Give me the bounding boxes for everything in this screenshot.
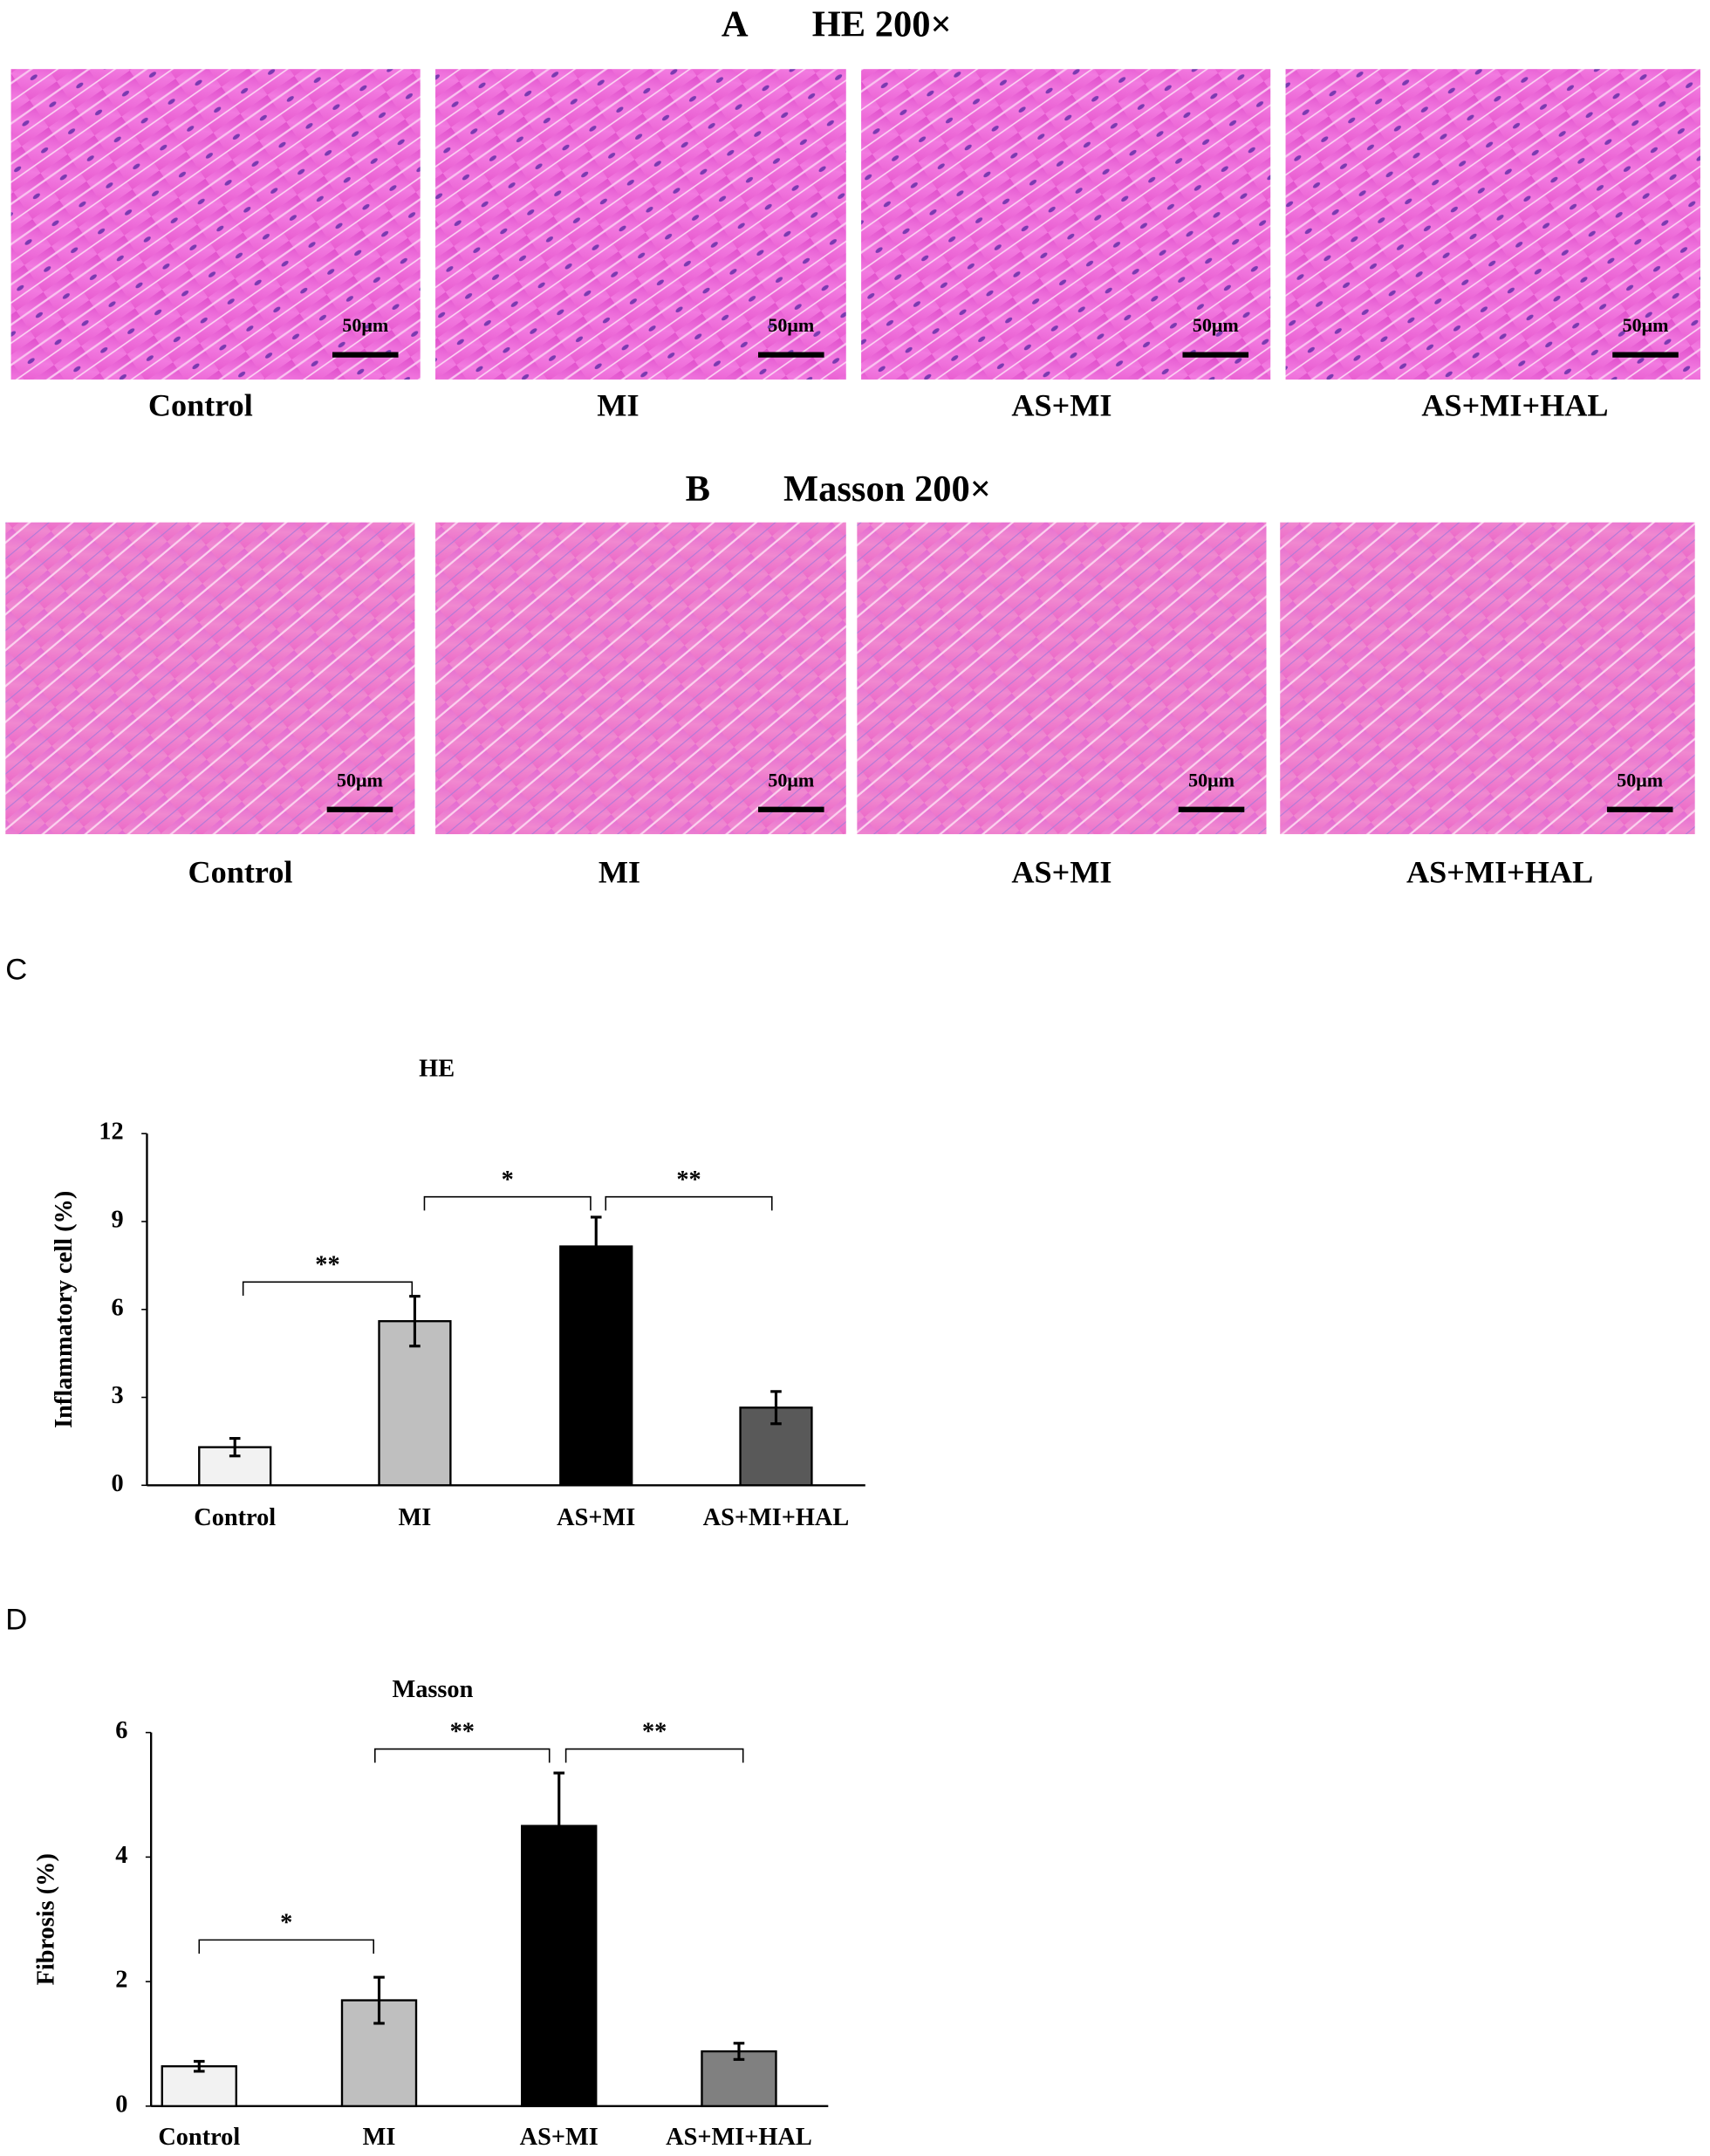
image-label: MI — [598, 855, 640, 890]
significance-label: ** — [315, 1251, 339, 1278]
panel-label: C — [5, 954, 27, 987]
significance-label: ** — [642, 1719, 667, 1746]
significance-label: ** — [676, 1167, 701, 1194]
x-tick-label: AS+MI — [557, 1504, 635, 1531]
bar — [378, 1320, 452, 1487]
micrograph — [857, 522, 1267, 835]
y-tick-label: 2 — [115, 1967, 127, 1994]
scale-bar-label: 50μm — [768, 769, 814, 791]
scale-bar-label: 50μm — [1188, 769, 1235, 791]
significance-bracket — [242, 1281, 414, 1297]
micrograph — [435, 69, 846, 380]
panel-label: D — [5, 1603, 27, 1636]
y-axis-label: Inflammatory cell (%) — [51, 1191, 78, 1428]
micrograph — [435, 522, 846, 835]
scale-bar-label: 50μm — [1617, 769, 1663, 791]
x-tick-label: AS+MI — [520, 2124, 598, 2151]
y-axis-label: Fibrosis (%) — [33, 1853, 60, 1985]
panel-title: HE 200× — [812, 4, 952, 45]
scale-bar-label: 50μm — [342, 314, 388, 336]
significance-bracket — [564, 1748, 744, 1763]
x-tick-label: MI — [399, 1504, 432, 1531]
chart-title: HE — [419, 1055, 455, 1082]
image-label: AS+MI — [1011, 855, 1112, 890]
x-tick-label: MI — [363, 2124, 396, 2151]
image-label: AS+MI+HAL — [1406, 855, 1593, 890]
y-tick-label: 0 — [112, 1470, 124, 1497]
image-label: AS+MI — [1011, 387, 1112, 422]
x-tick-label: Control — [158, 2124, 240, 2151]
image-label: AS+MI+HAL — [1421, 387, 1608, 422]
scale-bar-label: 50μm — [768, 314, 814, 336]
significance-label: * — [280, 1910, 292, 1937]
bar — [739, 1407, 813, 1487]
significance-bracket — [423, 1195, 592, 1211]
panel-label: B — [686, 469, 710, 510]
chart-title: Masson — [392, 1676, 473, 1703]
x-tick-label: Control — [194, 1504, 276, 1531]
image-label: Control — [188, 855, 293, 890]
bar — [161, 2065, 237, 2108]
significance-label: ** — [450, 1719, 475, 1746]
panel-label: A — [722, 4, 749, 45]
significance-label: * — [502, 1167, 514, 1194]
bar — [559, 1245, 633, 1487]
significance-bracket — [605, 1195, 773, 1211]
y-tick-label: 3 — [112, 1382, 124, 1409]
y-tick-label: 0 — [115, 2091, 127, 2118]
micrograph — [5, 522, 415, 835]
y-tick-label: 12 — [99, 1119, 123, 1146]
y-tick-label: 9 — [112, 1207, 124, 1234]
scale-bar-label: 50μm — [1193, 314, 1239, 336]
micrograph — [10, 69, 421, 380]
significance-bracket — [198, 1939, 374, 1954]
x-tick-label: AS+MI+HAL — [703, 1504, 850, 1531]
scale-bar-label: 50μm — [337, 769, 383, 791]
micrograph — [1280, 522, 1695, 835]
micrograph — [861, 69, 1271, 380]
micrograph — [1285, 69, 1700, 380]
y-tick-label: 6 — [115, 1717, 127, 1744]
y-tick-label: 6 — [112, 1294, 124, 1321]
x-tick-label: AS+MI+HAL — [666, 2124, 812, 2151]
y-tick-label: 4 — [115, 1842, 127, 1869]
scale-bar-label: 50μm — [1623, 314, 1669, 336]
image-label: Control — [148, 387, 253, 422]
image-label: MI — [597, 387, 639, 422]
significance-bracket — [373, 1748, 551, 1763]
panel-title: Masson 200× — [783, 469, 991, 510]
